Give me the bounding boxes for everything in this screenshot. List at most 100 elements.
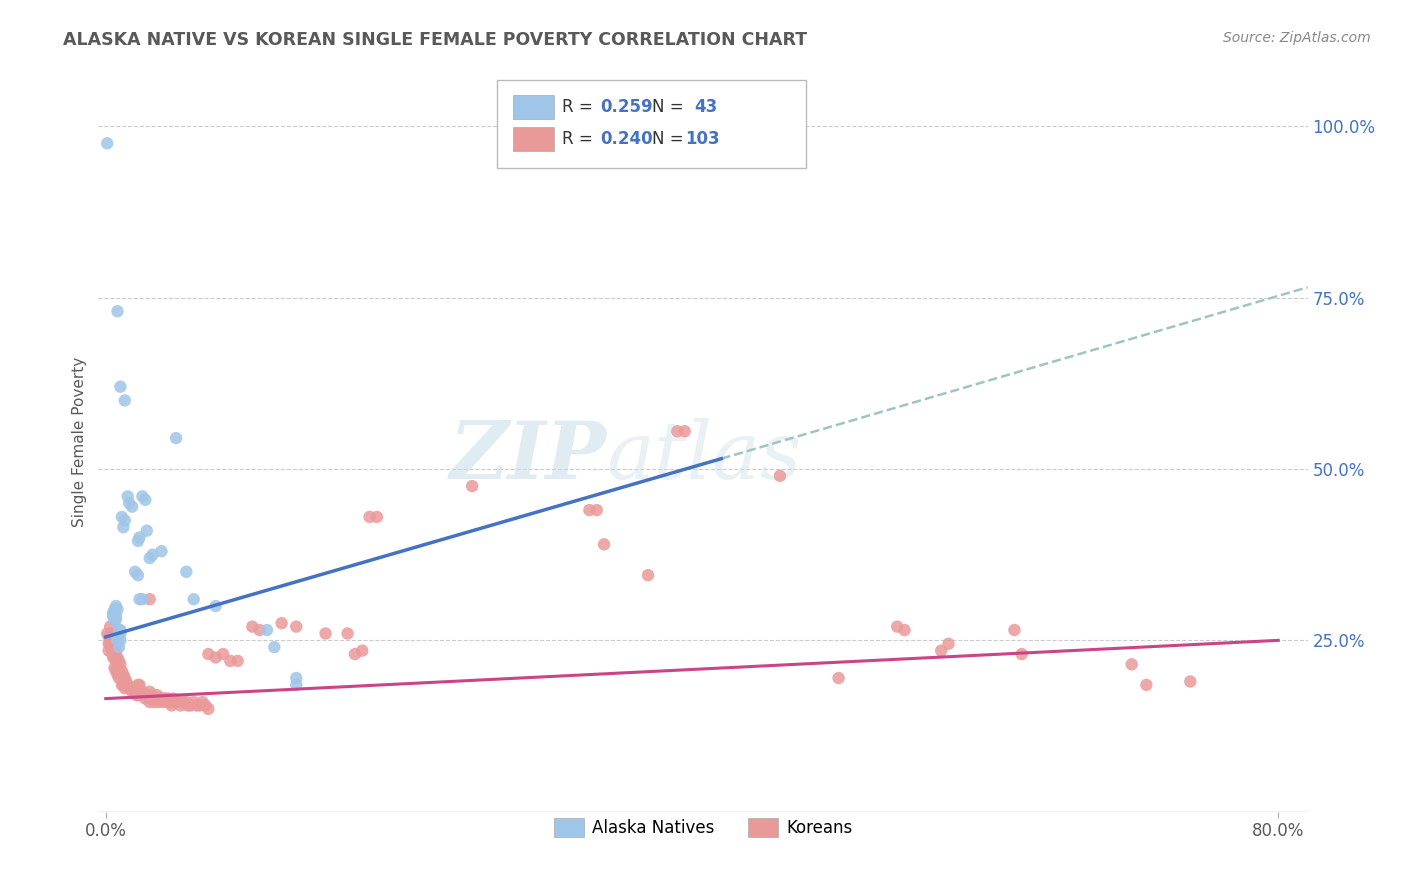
Point	[336, 626, 359, 640]
Point	[127, 533, 149, 548]
Point	[128, 678, 150, 692]
Point	[637, 568, 659, 582]
Point	[285, 619, 308, 633]
Point	[96, 136, 118, 151]
Point	[1121, 657, 1143, 672]
Point	[107, 630, 129, 644]
Point	[97, 637, 120, 651]
Point	[108, 671, 131, 685]
FancyBboxPatch shape	[513, 127, 554, 151]
Point	[141, 691, 163, 706]
FancyBboxPatch shape	[498, 80, 806, 168]
Point	[138, 551, 160, 566]
Text: ZIP: ZIP	[450, 417, 606, 495]
Point	[105, 609, 128, 624]
Point	[97, 630, 120, 644]
Point	[142, 548, 165, 562]
Point	[148, 695, 170, 709]
Point	[108, 623, 131, 637]
Point	[97, 643, 120, 657]
Point	[827, 671, 849, 685]
Point	[249, 623, 271, 637]
Point	[142, 688, 165, 702]
Point	[157, 691, 180, 706]
Point	[172, 695, 194, 709]
Point	[204, 650, 226, 665]
Point	[105, 613, 128, 627]
Point	[131, 489, 153, 503]
Point	[150, 691, 173, 706]
Point	[127, 678, 149, 692]
Point	[112, 520, 135, 534]
Point	[155, 691, 177, 706]
Point	[110, 667, 132, 681]
Point	[98, 619, 121, 633]
Point	[131, 685, 153, 699]
Point	[131, 592, 153, 607]
Point	[134, 492, 156, 507]
Text: 0.240: 0.240	[600, 129, 652, 148]
Point	[256, 623, 278, 637]
Point	[110, 633, 132, 648]
Point	[138, 592, 160, 607]
Point	[134, 691, 156, 706]
Point	[929, 643, 952, 657]
Point	[100, 637, 122, 651]
Point	[98, 630, 121, 644]
Point	[111, 664, 134, 678]
Point	[96, 626, 118, 640]
Point	[343, 647, 366, 661]
Point	[1011, 647, 1033, 661]
Point	[150, 544, 173, 558]
Point	[163, 695, 186, 709]
Point	[1004, 623, 1026, 637]
Point	[194, 698, 217, 713]
Text: 0.259: 0.259	[600, 98, 652, 116]
Point	[160, 698, 183, 713]
Point	[886, 619, 908, 633]
Point	[110, 626, 132, 640]
Point	[107, 661, 129, 675]
Point	[666, 424, 689, 438]
Point	[138, 685, 160, 699]
Point	[98, 637, 121, 651]
Y-axis label: Single Female Poverty: Single Female Poverty	[72, 357, 87, 526]
Point	[114, 671, 136, 685]
Point	[366, 510, 388, 524]
Point	[128, 531, 150, 545]
Point	[156, 695, 179, 709]
Point	[212, 647, 235, 661]
Point	[1180, 674, 1202, 689]
Point	[111, 510, 134, 524]
Point	[110, 657, 132, 672]
Point	[176, 695, 198, 709]
Point	[121, 685, 143, 699]
Point	[183, 592, 205, 607]
Point	[673, 424, 696, 438]
Point	[121, 500, 143, 514]
Point	[124, 565, 146, 579]
Point	[114, 393, 136, 408]
Point	[315, 626, 337, 640]
Point	[108, 664, 131, 678]
Point	[167, 695, 190, 709]
Point	[127, 688, 149, 702]
Point	[177, 698, 200, 713]
Point	[103, 613, 125, 627]
Point	[143, 695, 166, 709]
Point	[186, 698, 208, 713]
Point	[101, 630, 124, 644]
Point	[162, 691, 184, 706]
Point	[112, 678, 135, 692]
Point	[105, 599, 128, 613]
Point	[1135, 678, 1157, 692]
Point	[108, 654, 131, 668]
Point	[105, 654, 128, 668]
Point	[146, 688, 169, 702]
Legend: Alaska Natives, Koreans: Alaska Natives, Koreans	[547, 812, 859, 844]
Point	[593, 537, 616, 551]
Point	[101, 650, 124, 665]
Point	[153, 691, 176, 706]
Point	[101, 609, 124, 624]
Point	[120, 681, 142, 696]
